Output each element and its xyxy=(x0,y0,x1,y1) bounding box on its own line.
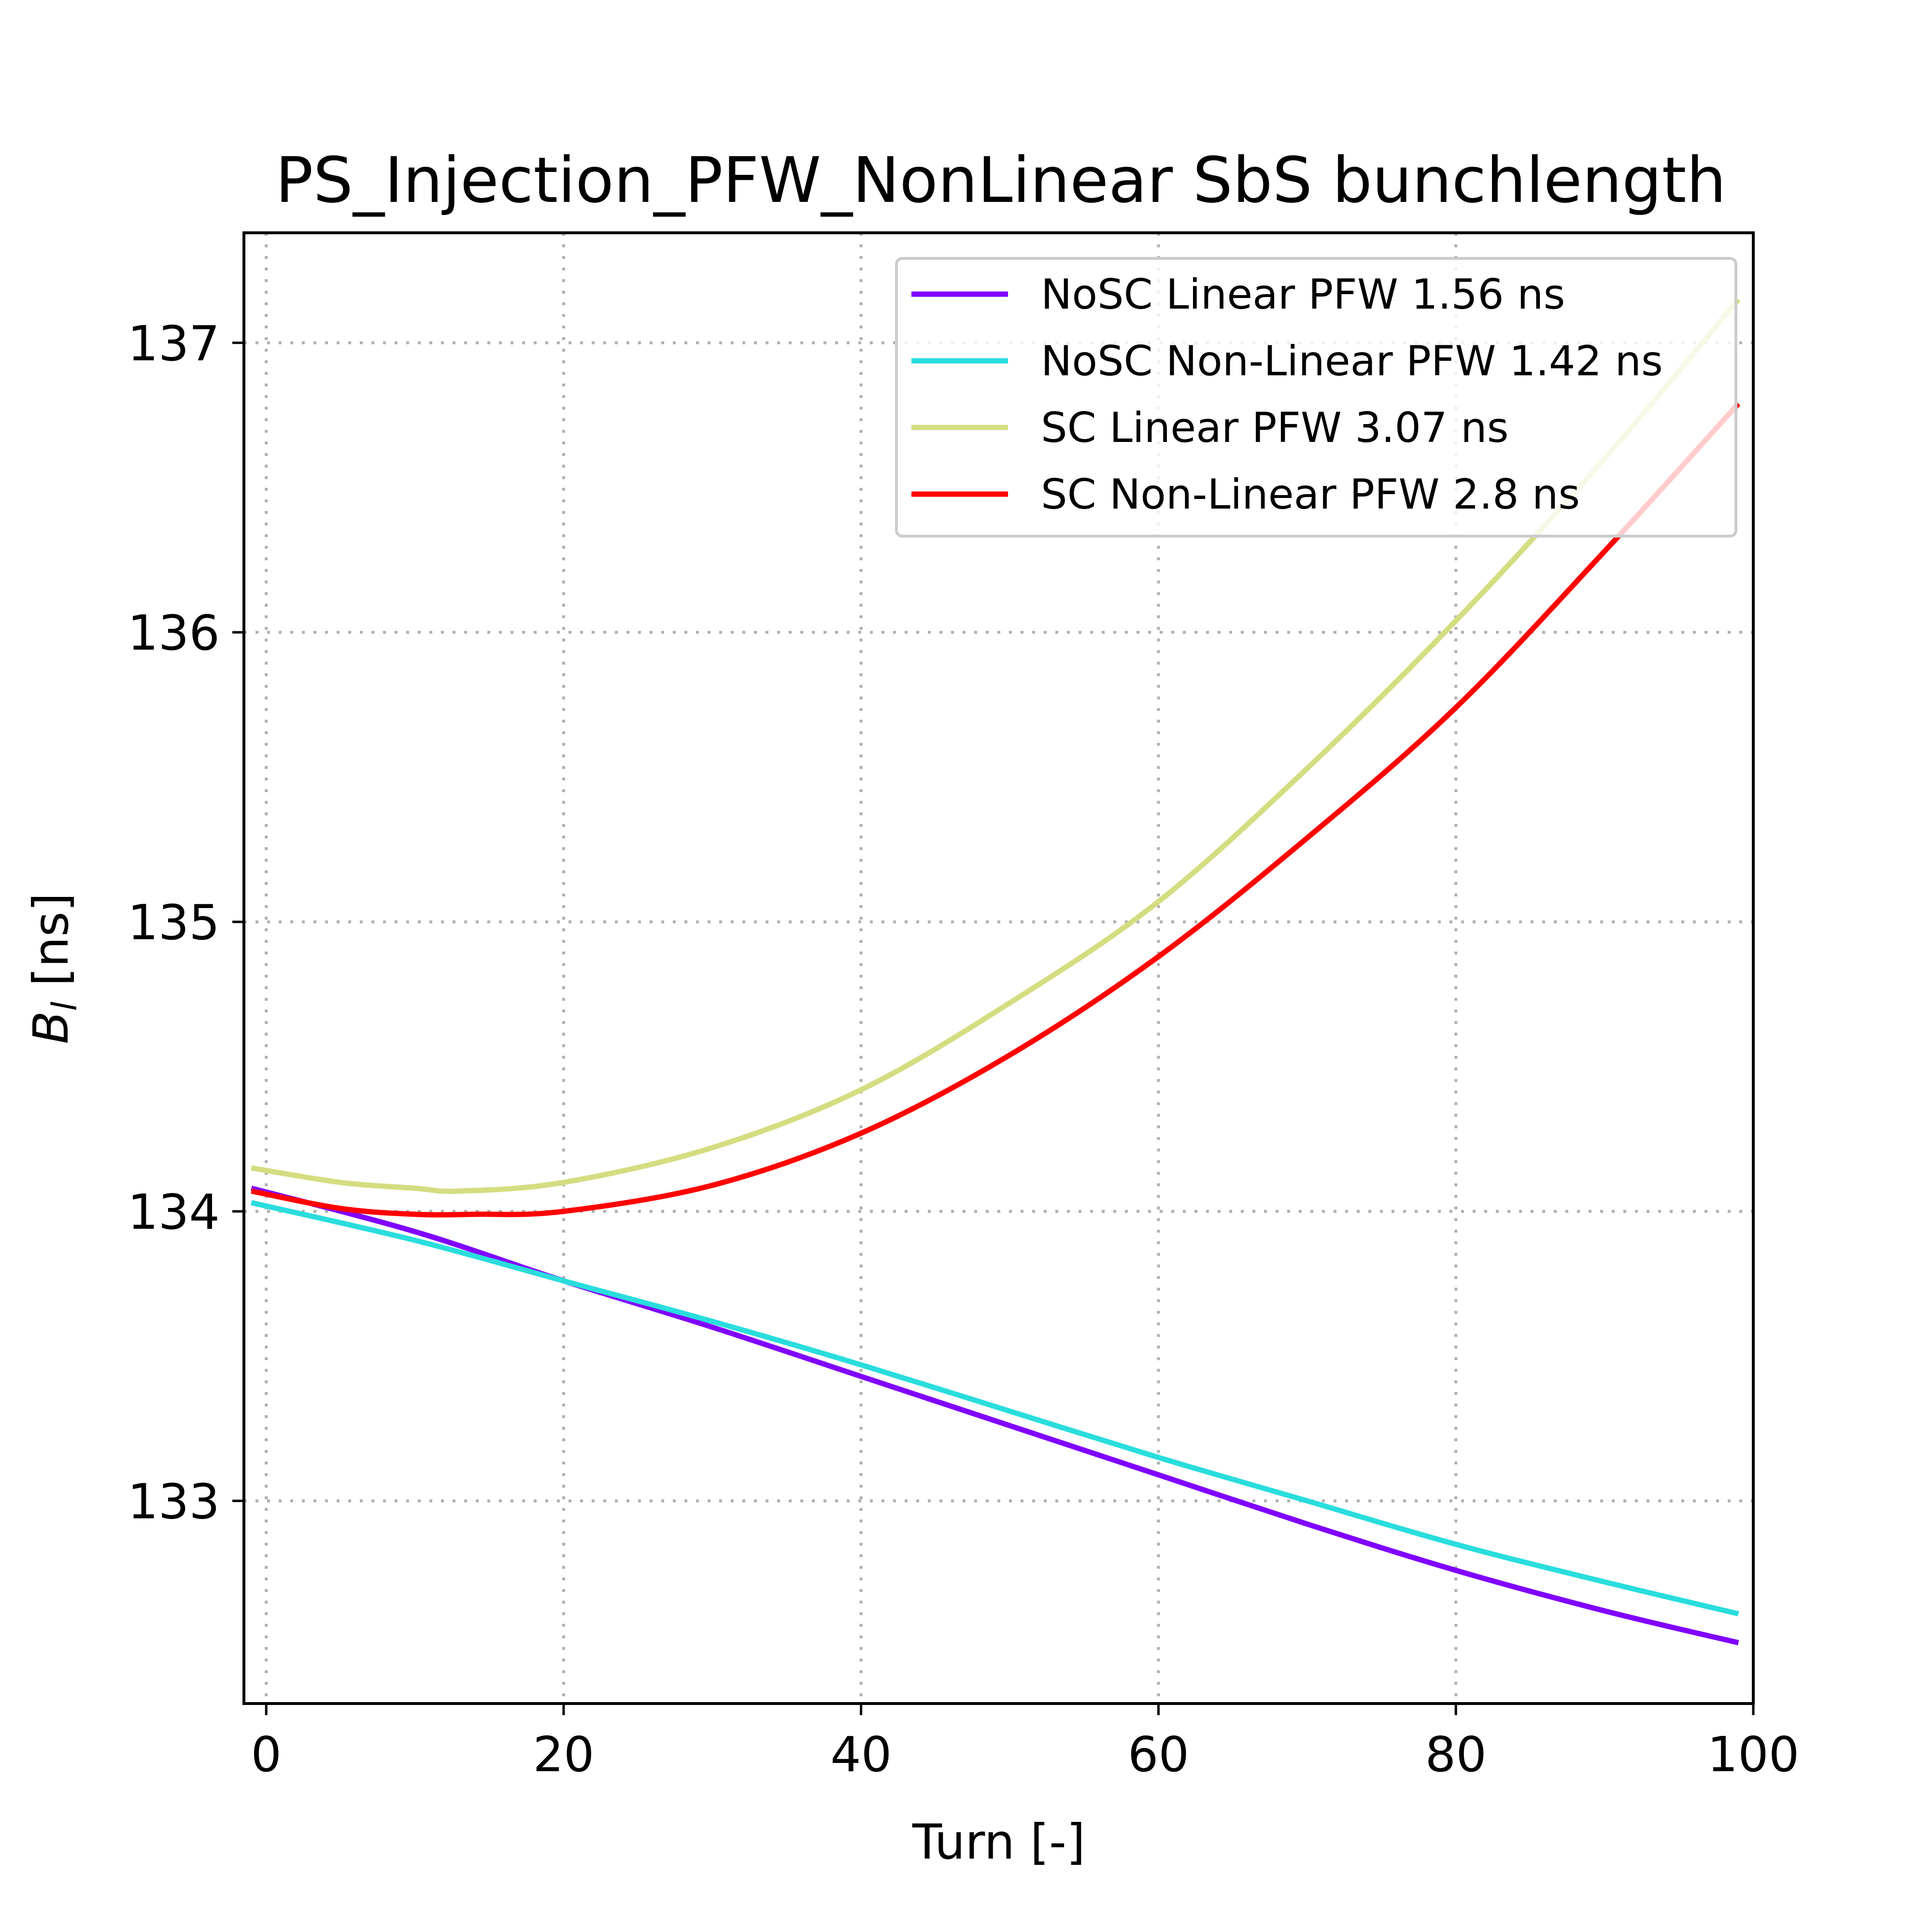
y-tick-label: 137 xyxy=(128,315,220,372)
y-axis-label-subscript: l xyxy=(45,1001,85,1011)
x-tick-label: 60 xyxy=(1128,1726,1189,1783)
legend-label-3: SC Linear PFW 3.07 ns xyxy=(1041,404,1508,452)
chart-title: PS_Injection_PFW_NonLinear SbS bunchleng… xyxy=(275,143,1726,217)
axis-ticks: 0 20 40 60 80 100 133 134 135 136 137 xyxy=(128,315,1799,1783)
legend-label-2: NoSC Non-Linear PFW 1.42 ns xyxy=(1041,337,1663,385)
series-line-3 xyxy=(251,298,1741,1194)
y-tick-label: 135 xyxy=(128,895,220,951)
legend: NoSC Linear PFW 1.56 ns NoSC Non-Linear P… xyxy=(895,257,1737,538)
legend-box xyxy=(895,257,1737,538)
plot-frame xyxy=(242,231,1755,1705)
legend-label-1: NoSC Linear PFW 1.56 ns xyxy=(1041,270,1565,319)
y-axis-label-unit: [ns] xyxy=(23,893,79,1001)
x-tick-label: 40 xyxy=(830,1726,892,1783)
x-tick-label: 100 xyxy=(1707,1726,1800,1783)
x-tick-label: 80 xyxy=(1425,1726,1487,1783)
y-tick-label: 136 xyxy=(128,605,220,661)
y-axis-label-symbol: B xyxy=(23,1011,79,1044)
series-line-4 xyxy=(251,402,1741,1218)
series-group xyxy=(250,298,1741,1646)
legend-label-4: SC Non-Linear PFW 2.8 ns xyxy=(1041,470,1580,519)
series-line-1 xyxy=(250,1185,1739,1646)
x-tick-label: 20 xyxy=(533,1726,594,1783)
y-axis-label: Bl [ns] xyxy=(23,893,85,1044)
y-tick-label: 134 xyxy=(128,1184,220,1240)
x-axis-label: Turn [-] xyxy=(912,1814,1085,1870)
series-line-2 xyxy=(251,1200,1739,1617)
x-tick-label: 0 xyxy=(251,1726,282,1783)
y-tick-label: 133 xyxy=(128,1473,220,1530)
